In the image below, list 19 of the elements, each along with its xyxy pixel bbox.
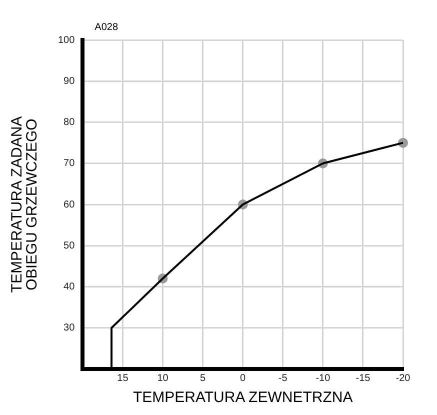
y-tick-label: 70: [64, 158, 76, 170]
y-tick-label: 30: [64, 322, 76, 334]
x-tick-label: 15: [117, 372, 129, 384]
y-axis-title: TEMPERATURA ZADANA OBIEGU GRZEWCZEGO: [8, 116, 41, 293]
x-tick-label: -20: [396, 372, 411, 384]
y-tick-label: 90: [64, 76, 76, 87]
y-tick-label: 100: [58, 34, 76, 46]
y-tick-label: 50: [64, 240, 76, 252]
text: A028: [94, 22, 118, 33]
y-tick-label: 40: [64, 282, 76, 292]
x-tick-label: 10: [157, 372, 169, 384]
x-tick-label: -5: [278, 372, 288, 384]
y-tick-label: 80: [64, 117, 76, 128]
x-tick-label: 0: [240, 372, 246, 384]
x-axis-title: TEMPERATURA ZEWNETRZNA: [132, 389, 353, 406]
x-tick-label: -10: [316, 372, 331, 384]
y-tick-label: 60: [64, 199, 76, 210]
x-tick-label: 5: [200, 372, 206, 384]
x-tick-label: -15: [356, 372, 371, 384]
